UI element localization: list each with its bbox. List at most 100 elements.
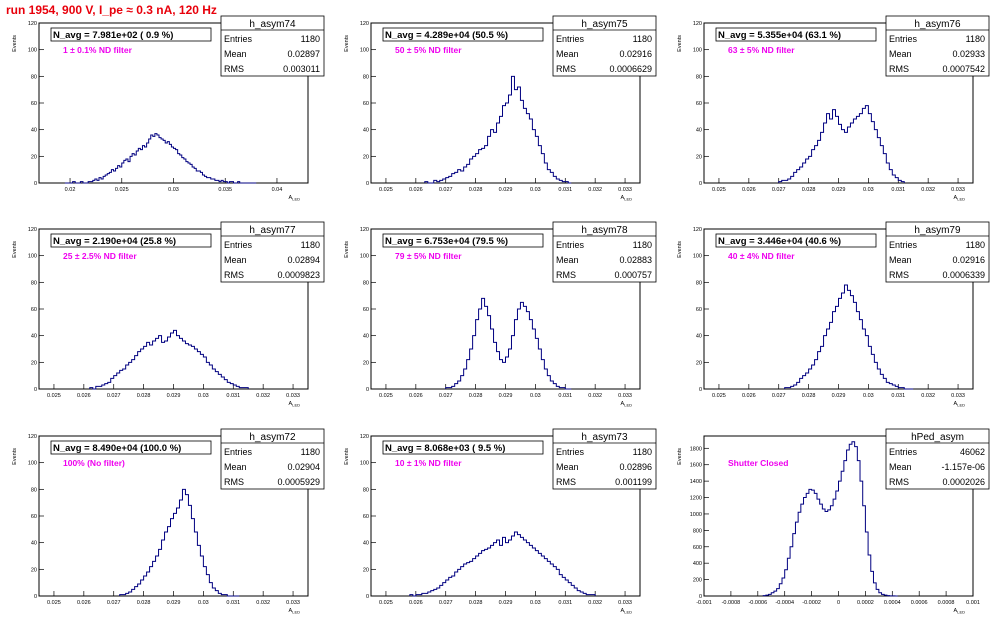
panel-h_asym79: 0 20 40 60 80 100 120 Events 0.025 0.026 0.027 0.02…: [677, 221, 990, 408]
headline-text: N_avg = 5.355e+04 (63.1 %): [718, 30, 841, 41]
y-tick-label: 40: [31, 334, 37, 340]
x-tick-label: 0.025: [47, 393, 61, 399]
stats-label: RMS: [224, 270, 244, 280]
y-tick-label: 80: [696, 74, 702, 80]
headline-text: N_avg = 2.190e+04 (25.8 %): [53, 236, 176, 247]
x-tick-label: 0.032: [921, 187, 935, 193]
x-tick-label: 0.029: [499, 600, 513, 606]
x-tick-label: 0.028: [469, 187, 483, 193]
stats-label: RMS: [889, 64, 909, 74]
y-tick-label: 20: [696, 360, 702, 366]
headline-box: [382, 440, 544, 455]
histogram-name: h_asym73: [581, 432, 628, 443]
stats-label: RMS: [889, 477, 909, 487]
histogram-name: h_asym72: [249, 432, 296, 443]
y-tick-label: 60: [31, 514, 37, 520]
x-tick-label: 0.03: [863, 393, 874, 399]
y-tick-label: 60: [363, 307, 369, 313]
stats-value: 1180: [633, 447, 652, 457]
x-tick-label: 0.028: [802, 393, 816, 399]
x-axis-label: ALED: [621, 195, 633, 202]
panel-h_asym78: 0 20 40 60 80 100 120 Events 0.025 0.026 0.027 0.02…: [344, 221, 657, 408]
filter-note: 1 ± 0.1% ND filter: [63, 45, 133, 55]
x-tick-label: 0.031: [226, 600, 240, 606]
stats-value: 0.0007542: [942, 64, 985, 74]
x-tick-label: 0.032: [921, 393, 935, 399]
stats-value: 0.0005929: [277, 477, 320, 487]
stats-value: 0.001199: [615, 477, 652, 487]
stats-value: 0.02894: [287, 255, 320, 265]
x-tick-label: 0.029: [167, 393, 181, 399]
stats-box: [220, 428, 325, 490]
x-tick-label: 0.027: [772, 393, 786, 399]
y-tick-label: 100: [28, 254, 37, 260]
x-tick-label: 0.027: [439, 393, 453, 399]
stats-label: Mean: [889, 255, 912, 265]
histogram-name: h_asym79: [914, 225, 961, 236]
stats-value: 0.000757: [614, 270, 652, 280]
x-tick-label: 0.033: [951, 393, 965, 399]
stats-value: 1180: [633, 240, 652, 250]
y-tick-label: 80: [31, 280, 37, 286]
headline-box: [715, 27, 877, 42]
stats-value: 0.02916: [952, 255, 985, 265]
stats-value: 0.02883: [619, 255, 652, 265]
x-tick-label: 0.033: [951, 187, 965, 193]
y-tick-label: 1400: [690, 479, 702, 485]
filter-note: 40 ± 4% ND filter: [728, 251, 795, 261]
stats-label: Mean: [889, 462, 912, 472]
histogram-line: [409, 531, 596, 597]
stats-label: RMS: [889, 270, 909, 280]
stats-value: 0.0002026: [942, 477, 985, 487]
stats-value: -1.157e-06: [941, 462, 985, 472]
stats-box: [552, 428, 657, 490]
histogram-line: [119, 488, 240, 597]
y-tick-label: 80: [31, 74, 37, 80]
y-axis-label: Events: [12, 241, 18, 258]
x-tick-label: 0.029: [167, 600, 181, 606]
y-tick-label: 200: [693, 578, 702, 584]
stats-value: 0.02896: [619, 462, 652, 472]
x-tick-label: -0.0008: [722, 600, 741, 606]
y-tick-label: 600: [693, 545, 702, 551]
y-tick-label: 60: [696, 307, 702, 313]
y-tick-label: 60: [31, 101, 37, 107]
y-tick-label: 20: [31, 154, 37, 160]
x-tick-label: 0.027: [772, 187, 786, 193]
stats-label: Mean: [556, 255, 579, 265]
stats-label: Mean: [224, 49, 247, 59]
stats-label: RMS: [224, 477, 244, 487]
x-axis-label: ALED: [621, 401, 633, 408]
y-tick-label: 40: [696, 128, 702, 134]
headline-text: N_avg = 4.289e+04 (50.5 %): [385, 30, 508, 41]
stats-label: Entries: [889, 34, 918, 44]
y-tick-label: 100: [360, 48, 369, 54]
y-tick-label: 20: [696, 154, 702, 160]
x-tick-label: -0.0006: [748, 600, 767, 606]
y-tick-label: 40: [363, 128, 369, 134]
stats-box: [885, 15, 990, 77]
x-tick-label: 0.0008: [938, 600, 955, 606]
y-tick-label: 120: [693, 21, 702, 27]
headline-text: N_avg = 3.446e+04 (40.6 %): [718, 236, 841, 247]
y-tick-label: 100: [28, 461, 37, 467]
y-tick-label: 60: [363, 101, 369, 107]
y-axis-label: Events: [677, 241, 683, 258]
histogram-line: [784, 284, 914, 390]
x-axis-label: ALED: [954, 195, 966, 202]
histogram-line: [762, 441, 898, 597]
x-tick-label: 0.028: [469, 600, 483, 606]
x-tick-label: 0.027: [439, 187, 453, 193]
y-tick-label: 0: [699, 181, 702, 187]
stats-label: RMS: [556, 477, 576, 487]
x-tick-label: 0.028: [469, 393, 483, 399]
y-tick-label: 400: [693, 561, 702, 567]
y-tick-label: 100: [28, 48, 37, 54]
stats-value: 1180: [301, 240, 320, 250]
stats-box: [552, 15, 657, 77]
x-tick-label: 0.025: [379, 393, 393, 399]
stats-box: [885, 221, 990, 283]
x-tick-label: 0.027: [439, 600, 453, 606]
y-tick-label: 0: [699, 387, 702, 393]
